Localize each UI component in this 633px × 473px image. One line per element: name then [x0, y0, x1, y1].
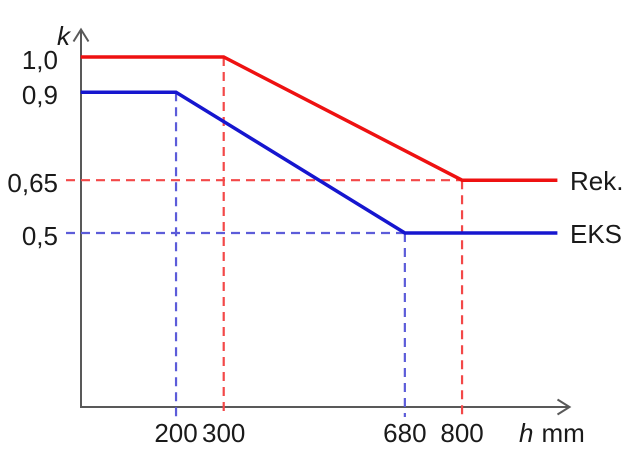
series-line-rek [80, 55, 558, 182]
y-tick-label-0_65: 0,65 [7, 168, 58, 198]
series-lines [80, 55, 558, 235]
x-tick-label-680: 680 [383, 418, 426, 448]
series-labels: Rek. EKS [570, 166, 623, 249]
x-axis-arrow-icon [556, 398, 572, 416]
x-axis-label-unit: mm [541, 418, 584, 448]
axes [72, 27, 572, 416]
y-tick-label-0_5: 0,5 [22, 221, 58, 251]
x-tick-labels: 200 300 680 800 [154, 418, 483, 448]
series-label-rek: Rek. [570, 166, 623, 196]
guide-lines [66, 57, 464, 417]
y-axis-label: k [57, 21, 72, 51]
x-axis-label-variable: h [519, 418, 533, 448]
x-axis-label: h mm [519, 418, 585, 448]
x-tick-label-800: 800 [440, 418, 483, 448]
y-tick-label-0_9: 0,9 [22, 80, 58, 110]
series-line-eks [80, 90, 558, 235]
x-tick-label-200: 200 [154, 418, 197, 448]
x-tick-label-300: 300 [202, 418, 245, 448]
series-label-eks: EKS [570, 219, 622, 249]
y-axis-arrow-icon [72, 27, 90, 43]
y-tick-labels: 1,0 0,9 0,65 0,5 [7, 45, 58, 251]
y-tick-label-1: 1,0 [22, 45, 58, 75]
